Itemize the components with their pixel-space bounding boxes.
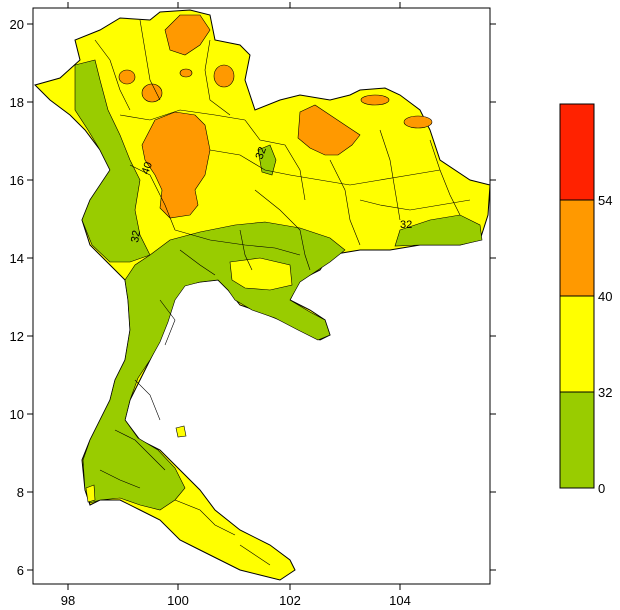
legend-bin-low <box>559 391 595 489</box>
island-1 <box>175 425 187 438</box>
zone-green-small <box>257 144 277 176</box>
x-tick-label: 104 <box>389 593 411 608</box>
legend-label: 0 <box>598 481 605 496</box>
zone-orange-d <box>179 68 193 78</box>
contour-label-32-a: 32 <box>129 229 143 243</box>
zone-orange-a <box>118 69 136 85</box>
zone-orange-northeast <box>297 104 361 156</box>
legend-label: 54 <box>598 193 612 208</box>
y-tick-label: 8 <box>17 485 24 500</box>
zone-green-central <box>82 221 346 511</box>
zone-orange-b <box>141 83 163 103</box>
y-tick-label: 16 <box>10 173 24 188</box>
y-tick-label: 14 <box>10 251 24 266</box>
zone-orange-f <box>403 115 433 129</box>
x-tick-label: 100 <box>167 593 189 608</box>
legend-bin-high <box>559 199 595 297</box>
zone-green-northwest <box>74 59 151 263</box>
zone-orange-central <box>141 111 211 219</box>
legend-bin-mid <box>559 295 595 393</box>
x-tick-label: 98 <box>61 593 75 608</box>
y-axis: 6 8 10 12 14 16 18 20 <box>10 17 496 578</box>
contour-label-32-b: 32 <box>254 145 269 161</box>
x-axis: 98 100 102 104 <box>61 2 411 608</box>
legend-bin-top <box>559 103 595 201</box>
zone-orange-north <box>164 14 211 56</box>
province-boundaries <box>94 19 471 566</box>
y-tick-label: 6 <box>17 563 24 578</box>
zone-orange-e <box>360 94 390 106</box>
plot-frame <box>32 7 491 585</box>
y-tick-label: 12 <box>10 329 24 344</box>
y-tick-label: 18 <box>10 95 24 110</box>
zone-orange-c <box>213 64 235 88</box>
island-2 <box>85 484 96 503</box>
legend-label: 40 <box>598 289 612 304</box>
y-tick-label: 10 <box>10 407 24 422</box>
x-tick-label: 102 <box>279 593 301 608</box>
y-tick-label: 20 <box>10 17 24 32</box>
contour-label-32-c: 32 <box>400 219 412 231</box>
legend-colorbar: 0 32 40 54 <box>559 103 612 496</box>
zone-yellow-bangkok <box>229 257 293 291</box>
contour-label-40: 40 <box>140 160 155 176</box>
zone-green-east <box>394 214 483 247</box>
legend-label: 32 <box>598 385 612 400</box>
